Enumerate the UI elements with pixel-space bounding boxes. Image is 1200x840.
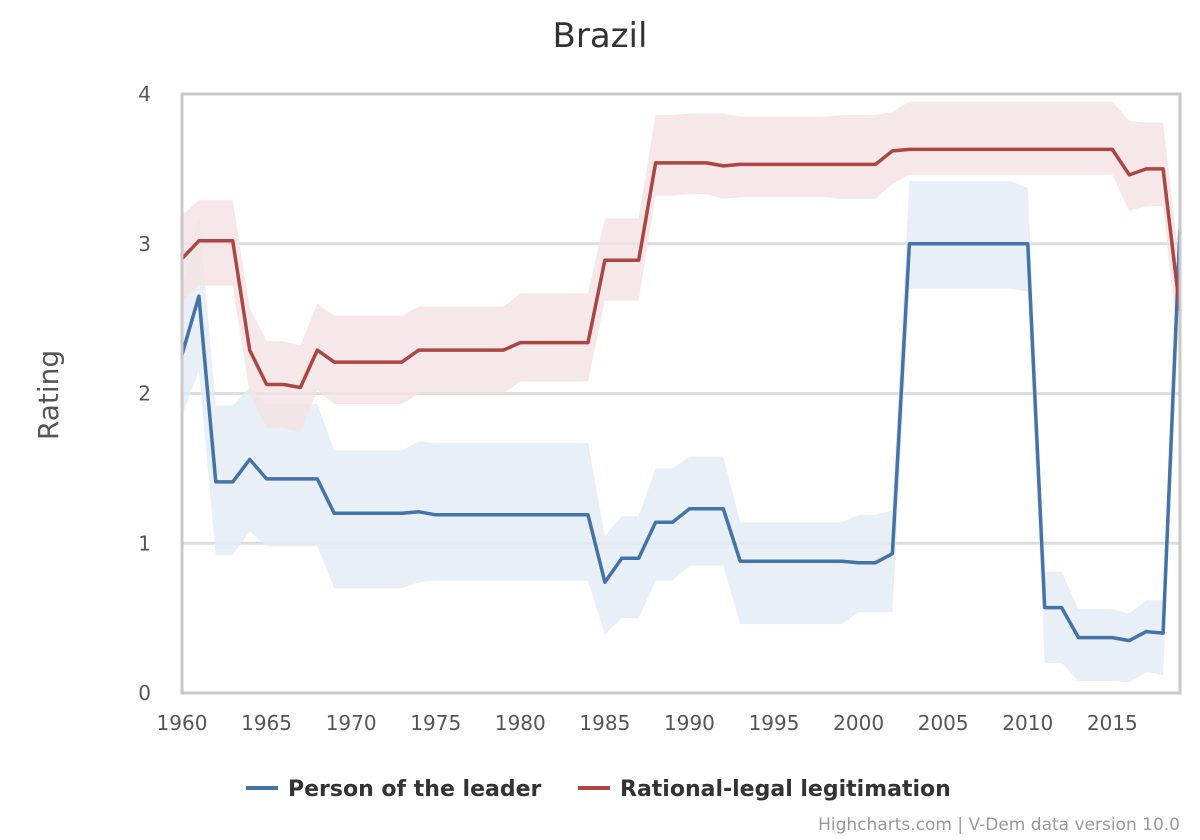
- x-tick-label: 2000: [833, 711, 884, 735]
- y-axis-label: Rating: [32, 350, 65, 440]
- credits-link[interactable]: Highcharts.com | V-Dem data version 10.0: [818, 815, 1180, 835]
- series-line-1[interactable]: [180, 147, 1182, 390]
- y-tick-labels: 0 1 2 3 4: [138, 82, 151, 705]
- x-tick-label: 2010: [1002, 711, 1053, 735]
- y-tick-label: 3: [138, 232, 151, 256]
- y-tick-label: 1: [138, 531, 151, 555]
- x-tick-label: 2005: [918, 711, 969, 735]
- legend-label-rational-legal-legitimation: Rational-legal legitimation: [620, 777, 951, 802]
- chart-title: Brazil: [553, 16, 648, 56]
- series-lines: [180, 147, 1182, 643]
- x-tick-label: 1980: [495, 711, 546, 735]
- legend: Person of the leader Rational-legal legi…: [246, 777, 951, 802]
- y-tick-label: 4: [138, 82, 151, 106]
- legend-label-person-of-the-leader: Person of the leader: [288, 777, 542, 802]
- plot-border: [180, 92, 1182, 695]
- series-line-0[interactable]: [180, 228, 1182, 643]
- x-tick-label: 1960: [157, 711, 208, 735]
- y-tick-label: 2: [138, 382, 151, 406]
- x-tick-label: 2015: [1087, 711, 1138, 735]
- x-tick-label: 1990: [664, 711, 715, 735]
- x-tick-label: 1995: [749, 711, 800, 735]
- x-tick-labels: 1960 1965 1970 1975 1980 1985 1990 1995 2000 2005…: [157, 711, 1138, 735]
- y-tick-label: 0: [138, 681, 151, 705]
- x-tick-label: 1970: [326, 711, 377, 735]
- x-tick-label: 1965: [241, 711, 292, 735]
- confidence-band-0: [182, 176, 1180, 683]
- legend-item-rational-legal-legitimation[interactable]: Rational-legal legitimation: [578, 777, 951, 802]
- x-tick-label: 1975: [410, 711, 461, 735]
- x-tick-label: 1985: [579, 711, 630, 735]
- legend-item-person-of-the-leader[interactable]: Person of the leader: [246, 777, 542, 802]
